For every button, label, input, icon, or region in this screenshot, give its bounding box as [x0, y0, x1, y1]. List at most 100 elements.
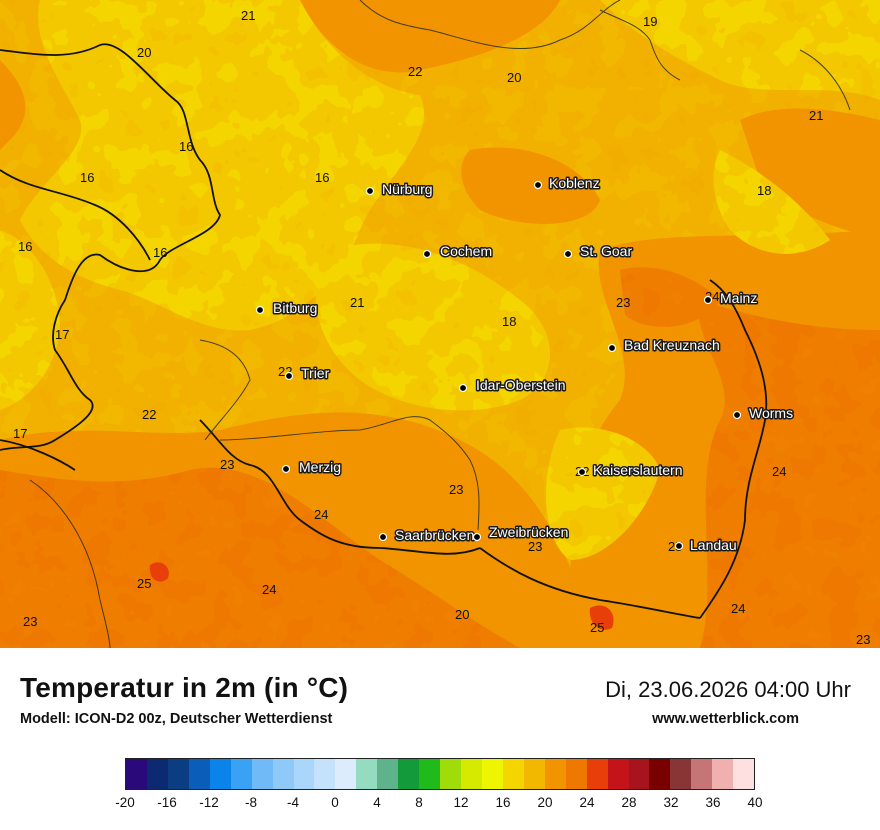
city-dot	[533, 180, 543, 190]
city-label-idar-oberstein: Idar-Oberstein	[476, 377, 565, 393]
city-dot	[577, 467, 587, 477]
legend-swatch	[314, 759, 336, 789]
temperature-label: 16	[153, 245, 167, 260]
legend-tick-label: 40	[747, 795, 763, 810]
city-marker-saarbruecken[interactable]: Saarbrücken	[378, 526, 476, 545]
legend-swatch	[377, 759, 399, 789]
city-label-merzig: Merzig	[299, 459, 341, 475]
legend-swatch	[461, 759, 482, 789]
state-borders	[29, 0, 851, 648]
legend-swatch	[419, 759, 441, 789]
legend-tick-label: 8	[415, 795, 423, 810]
temperature-label: 17	[55, 327, 69, 342]
legend-swatch	[544, 759, 566, 789]
temperature-label: 16	[315, 170, 329, 185]
legend-swatch	[167, 759, 189, 789]
city-marker-st-goar[interactable]: St. Goar	[563, 242, 634, 261]
city-label-cochem: Cochem	[440, 243, 492, 259]
legend-tick-label: -8	[244, 795, 258, 810]
legend-swatch	[481, 759, 503, 789]
legend-swatch	[272, 759, 294, 789]
legend-tick-label: 16	[495, 795, 511, 810]
color-scale-ticks: -20 -16 -12 -8 -4 0 4 8 12 16 20 24 28 32 36 40	[115, 795, 762, 815]
temperature-label: 16	[179, 139, 193, 154]
temperature-map[interactable]: 21 19 20 22 20 16 16 16 21 18 16 16 21 1…	[0, 0, 880, 648]
city-label-landau: Landau	[690, 537, 737, 553]
temperature-hotspot-south	[589, 605, 614, 630]
city-label-koblenz: Koblenz	[549, 175, 600, 191]
model-source: Modell: ICON-D2 00z, Deutscher Wetterdie…	[20, 711, 333, 727]
temperature-label: 19	[643, 14, 657, 29]
temperature-label: 25	[137, 576, 151, 591]
legend-swatch	[733, 759, 755, 789]
city-dot	[607, 343, 617, 353]
city-marker-zweibruecken[interactable]: Zweibrücken	[472, 523, 570, 542]
temperature-label: 21	[350, 295, 364, 310]
city-marker-idar-oberstein[interactable]: Idar-Oberstein	[458, 376, 567, 395]
city-markers: Nürburg Koblenz Cochem St. Goar Bitburg …	[255, 174, 795, 555]
map-footer: Temperatur in 2m (in °C) Modell: ICON-D2…	[0, 648, 880, 830]
website-link[interactable]: www.wetterblick.com	[652, 711, 799, 727]
city-marker-worms[interactable]: Worms	[732, 404, 795, 423]
temperature-label: 18	[502, 314, 516, 329]
city-dot	[365, 186, 375, 196]
legend-swatch	[670, 759, 692, 789]
city-label-worms: Worms	[749, 405, 793, 421]
temperature-label: 18	[757, 183, 771, 198]
temperature-label: 20	[455, 607, 469, 622]
temperature-label: 21	[241, 8, 255, 23]
city-marker-mainz[interactable]: Mainz	[703, 289, 759, 308]
legend-tick-label: -16	[157, 795, 177, 810]
legend-swatch	[356, 759, 378, 789]
city-dot	[281, 464, 291, 474]
city-marker-cochem[interactable]: Cochem	[422, 242, 494, 261]
city-marker-merzig[interactable]: Merzig	[281, 458, 343, 477]
city-dot	[422, 249, 432, 259]
city-dot	[255, 305, 265, 315]
city-marker-nuerburg[interactable]: Nürburg	[365, 180, 434, 199]
temperature-texture	[0, 0, 880, 648]
city-dot	[284, 371, 294, 381]
temperature-label: 23	[616, 295, 630, 310]
temperature-label: 22	[142, 407, 156, 422]
legend-swatch	[146, 759, 168, 789]
city-marker-trier[interactable]: Trier	[284, 364, 331, 383]
legend-tick-label: -12	[199, 795, 219, 810]
temperature-label: 24	[772, 464, 786, 479]
temperature-label: 23	[23, 614, 37, 629]
legend-tick-label: 32	[663, 795, 679, 810]
legend-tick-label: 4	[373, 795, 381, 810]
map-title: Temperatur in 2m (in °C)	[20, 672, 349, 703]
legend-swatch	[523, 759, 545, 789]
legend-swatch	[188, 759, 210, 789]
legend-tick-label: 36	[705, 795, 721, 810]
temperature-label: 17	[13, 426, 27, 441]
city-dot	[378, 532, 388, 542]
temperature-hotspot-sw	[149, 562, 169, 582]
legend-swatch	[502, 759, 524, 789]
legend-swatch	[712, 759, 734, 789]
legend-swatch	[251, 759, 273, 789]
city-marker-bitburg[interactable]: Bitburg	[255, 299, 319, 318]
temperature-label: 20	[507, 70, 521, 85]
legend-swatch	[335, 759, 357, 789]
city-marker-kaiserslautern[interactable]: Kaiserslautern	[577, 461, 684, 480]
city-marker-bad-kreuznach[interactable]: Bad Kreuznach	[607, 336, 721, 355]
city-marker-koblenz[interactable]: Koblenz	[533, 174, 601, 193]
city-dot	[674, 541, 684, 551]
temperature-label: 24	[314, 507, 328, 522]
city-label-mainz: Mainz	[720, 290, 757, 306]
city-label-st-goar: St. Goar	[580, 243, 632, 259]
legend-tick-label: 20	[537, 795, 553, 810]
legend-swatch	[628, 759, 650, 789]
map-canvas: 21 19 20 22 20 16 16 16 21 18 16 16 21 1…	[0, 0, 880, 648]
temperature-label: 16	[80, 170, 94, 185]
legend-swatch	[440, 759, 461, 789]
city-label-saarbruecken: Saarbrücken	[395, 527, 474, 543]
temperature-label: 23	[856, 632, 870, 647]
temperature-label: 21	[809, 108, 823, 123]
legend-swatch	[209, 759, 231, 789]
legend-swatch	[586, 759, 608, 789]
temperature-label: 20	[137, 45, 151, 60]
city-marker-landau[interactable]: Landau	[674, 536, 738, 555]
